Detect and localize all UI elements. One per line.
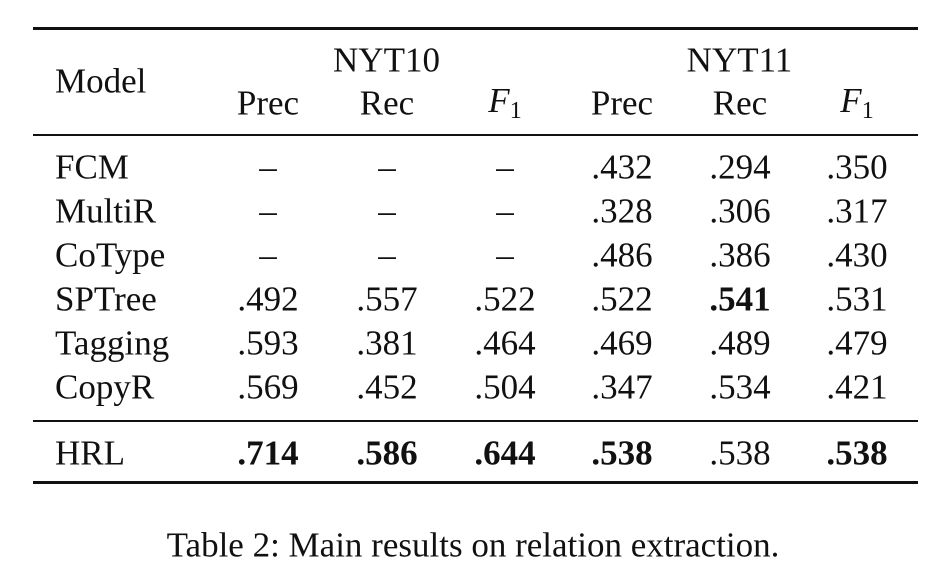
cell: .714: [237, 433, 299, 473]
row-label: SPTree: [55, 279, 157, 319]
cell: .538: [709, 433, 771, 473]
cell: .430: [826, 235, 888, 275]
cell: .586: [356, 433, 418, 473]
column-header: Prec: [590, 83, 654, 123]
group-header: NYT11: [686, 40, 793, 80]
cell: .386: [709, 235, 771, 275]
column-header: F1: [488, 81, 522, 124]
row-label: MultiR: [55, 191, 157, 231]
cell: .317: [826, 191, 888, 231]
cell: –: [259, 147, 277, 187]
cell: .294: [709, 147, 771, 187]
row-label: FCM: [55, 147, 129, 187]
cell: –: [496, 147, 514, 187]
column-header: Rec: [359, 83, 415, 123]
cell: .306: [709, 191, 771, 231]
cell: .504: [474, 367, 536, 407]
cell: –: [259, 235, 277, 275]
cell: .522: [474, 279, 536, 319]
cell: .534: [709, 367, 771, 407]
bottom-rule: [33, 481, 918, 484]
column-header: Rec: [712, 83, 768, 123]
cell: .486: [591, 235, 653, 275]
mid-rule: [33, 420, 918, 422]
cell: –: [496, 191, 514, 231]
mid-rule: [33, 134, 918, 136]
cell: .531: [826, 279, 888, 319]
row-label: Tagging: [55, 323, 170, 363]
cell: .432: [591, 147, 653, 187]
row-label: CoType: [55, 235, 166, 275]
cell: –: [378, 147, 396, 187]
column-header: F1: [840, 81, 874, 124]
cell: –: [378, 235, 396, 275]
cell: .541: [709, 279, 771, 319]
cell: .350: [826, 147, 888, 187]
row-label: HRL: [55, 433, 125, 473]
cell: .347: [591, 367, 653, 407]
cell: .464: [474, 323, 536, 363]
column-header: Prec: [236, 83, 300, 123]
cell: .469: [591, 323, 653, 363]
cell: .538: [826, 433, 888, 473]
cell: .538: [591, 433, 653, 473]
cell: .381: [356, 323, 418, 363]
caption: Table 2: Main results on relation extrac…: [166, 525, 780, 565]
model-header: Model: [55, 61, 147, 101]
row-label: CopyR: [55, 367, 155, 407]
cell: .569: [237, 367, 299, 407]
cell: –: [259, 191, 277, 231]
top-rule: [33, 27, 918, 30]
cell: .479: [826, 323, 888, 363]
cell: .328: [591, 191, 653, 231]
group-header: NYT10: [333, 40, 440, 80]
cell: .522: [591, 279, 653, 319]
cell: –: [378, 191, 396, 231]
cell: .593: [237, 323, 299, 363]
cell: –: [496, 235, 514, 275]
cell: .489: [709, 323, 771, 363]
cell: .644: [474, 433, 536, 473]
cell: .557: [356, 279, 418, 319]
cell: .492: [237, 279, 299, 319]
cell: .421: [826, 367, 888, 407]
cell: .452: [356, 367, 418, 407]
